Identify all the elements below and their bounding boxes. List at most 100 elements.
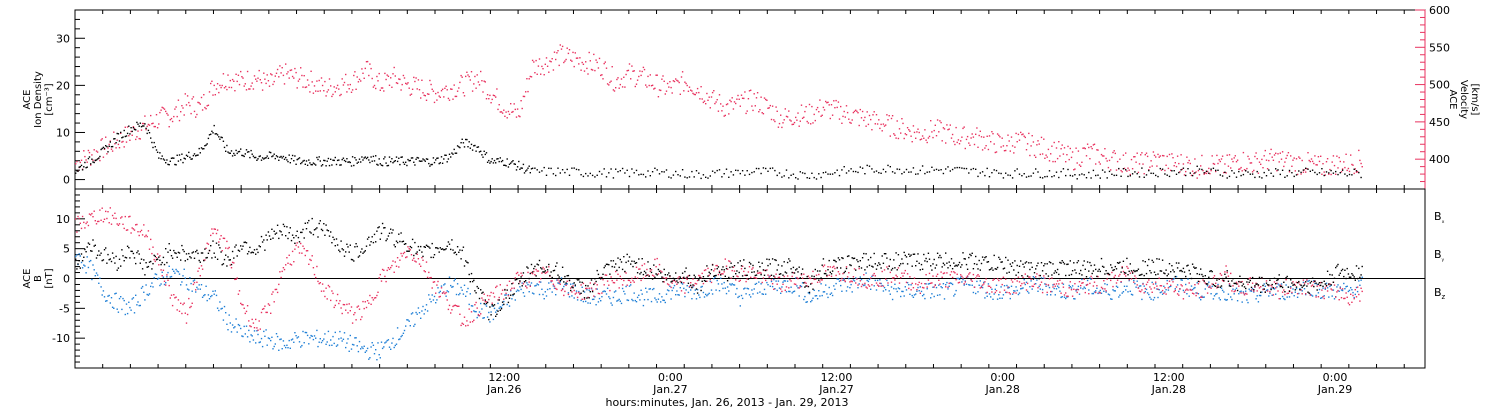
data-point bbox=[563, 285, 565, 288]
data-point bbox=[688, 176, 691, 178]
data-point bbox=[409, 94, 411, 96]
data-point bbox=[876, 123, 879, 125]
data-point bbox=[1126, 265, 1128, 268]
data-point bbox=[953, 295, 955, 297]
data-point bbox=[1313, 281, 1315, 283]
data-point bbox=[573, 65, 575, 68]
data-point bbox=[170, 117, 173, 120]
data-point bbox=[480, 70, 482, 73]
data-point bbox=[177, 271, 180, 273]
data-point bbox=[951, 133, 954, 136]
data-point bbox=[270, 312, 272, 314]
data-point bbox=[788, 287, 790, 289]
data-point bbox=[1321, 173, 1323, 175]
data-point bbox=[319, 282, 321, 284]
data-point bbox=[497, 310, 499, 312]
data-point bbox=[1220, 274, 1223, 276]
data-point bbox=[1318, 284, 1321, 287]
data-point bbox=[566, 283, 568, 285]
data-point bbox=[649, 270, 651, 272]
data-point bbox=[467, 146, 469, 148]
y-tick-label: 5 bbox=[63, 243, 70, 256]
data-point bbox=[728, 113, 730, 115]
data-point bbox=[234, 90, 236, 92]
data-point bbox=[445, 248, 447, 250]
data-point bbox=[1099, 289, 1101, 292]
data-point bbox=[183, 114, 185, 116]
data-point bbox=[1196, 292, 1198, 294]
data-point bbox=[295, 335, 297, 337]
data-point bbox=[610, 260, 612, 262]
data-point bbox=[972, 136, 975, 138]
data-point bbox=[302, 86, 304, 88]
data-point bbox=[663, 281, 665, 283]
data-point bbox=[423, 159, 425, 161]
data-point bbox=[850, 283, 852, 286]
data-point bbox=[323, 290, 325, 292]
data-point bbox=[369, 294, 371, 297]
data-point bbox=[626, 299, 628, 301]
data-point bbox=[507, 301, 510, 304]
data-point bbox=[618, 266, 620, 269]
data-point bbox=[856, 110, 858, 113]
data-point bbox=[960, 274, 962, 276]
data-point bbox=[1315, 294, 1317, 297]
data-point bbox=[529, 172, 531, 174]
data-point bbox=[1288, 296, 1291, 298]
data-point bbox=[431, 242, 433, 245]
data-point bbox=[1101, 155, 1104, 157]
data-point bbox=[490, 291, 492, 294]
data-point bbox=[253, 156, 256, 159]
data-point bbox=[484, 81, 486, 83]
data-point bbox=[264, 78, 266, 80]
data-point bbox=[94, 159, 96, 161]
data-point bbox=[1216, 154, 1218, 157]
data-point bbox=[632, 299, 634, 302]
data-point bbox=[610, 302, 612, 304]
data-point bbox=[821, 114, 823, 116]
data-point bbox=[1081, 173, 1083, 175]
data-point bbox=[1309, 294, 1311, 296]
data-point bbox=[371, 297, 373, 299]
data-point bbox=[797, 112, 799, 114]
data-point bbox=[695, 92, 698, 94]
data-point bbox=[1262, 167, 1264, 169]
data-point bbox=[486, 294, 489, 297]
data-point bbox=[1346, 285, 1348, 287]
data-point bbox=[204, 294, 206, 296]
data-point bbox=[521, 282, 523, 284]
data-point bbox=[107, 211, 109, 213]
data-point bbox=[392, 337, 394, 340]
data-point bbox=[654, 297, 656, 299]
data-point bbox=[634, 276, 636, 278]
data-point bbox=[933, 286, 935, 288]
data-point bbox=[1100, 153, 1103, 156]
data-point bbox=[83, 166, 85, 168]
data-point bbox=[669, 285, 671, 287]
data-point bbox=[376, 294, 378, 297]
data-point bbox=[446, 290, 448, 292]
data-point bbox=[345, 251, 347, 253]
data-point bbox=[184, 312, 186, 314]
data-point bbox=[118, 140, 121, 142]
data-point bbox=[1254, 176, 1256, 179]
data-point bbox=[604, 61, 606, 63]
data-point bbox=[708, 274, 710, 277]
data-point bbox=[987, 283, 990, 285]
data-point bbox=[589, 172, 591, 175]
data-point bbox=[1161, 289, 1164, 292]
data-point bbox=[611, 279, 613, 282]
data-point bbox=[289, 347, 291, 349]
data-point bbox=[411, 238, 414, 241]
data-point bbox=[1258, 161, 1261, 163]
data-point bbox=[1119, 158, 1121, 160]
data-point bbox=[1155, 283, 1157, 285]
data-point bbox=[79, 161, 81, 164]
data-point bbox=[106, 300, 108, 302]
data-point bbox=[993, 293, 995, 295]
data-point bbox=[662, 75, 664, 77]
data-point bbox=[543, 298, 545, 300]
data-point bbox=[183, 302, 185, 304]
data-point bbox=[714, 171, 716, 174]
data-point bbox=[895, 288, 897, 290]
